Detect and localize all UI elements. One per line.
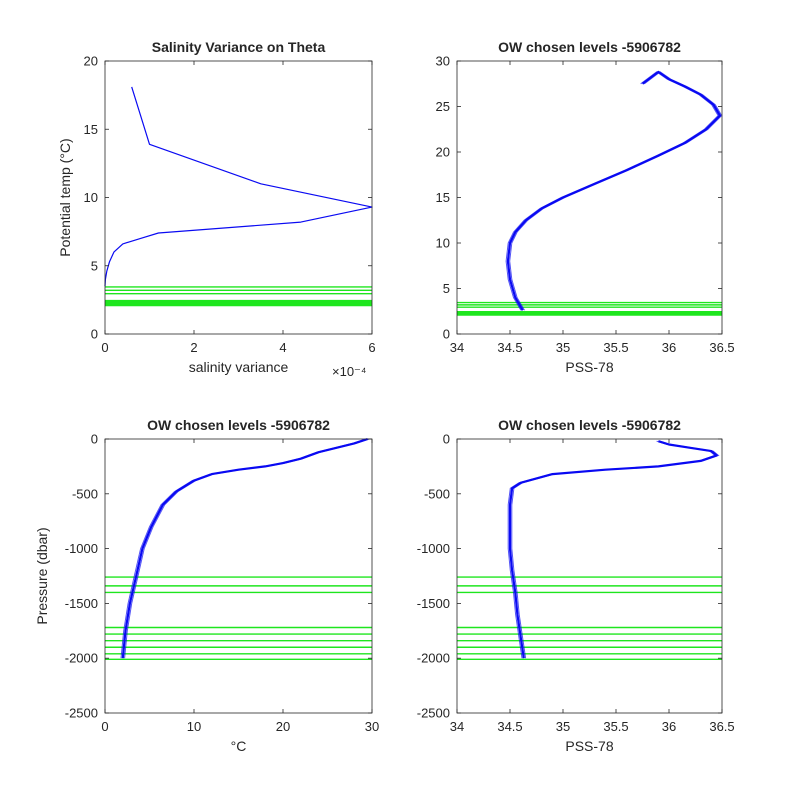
profile-line-variant	[124, 438, 370, 659]
x-tick-label: 35.5	[603, 719, 628, 734]
profile-line	[121, 437, 368, 659]
x-tick-label: 36.5	[709, 340, 734, 355]
subplot-2: 34 34.5 35 35.5 36 36.5 0 5 10 15 20 25 30 OW chosen …	[436, 39, 735, 375]
x-tick-label: 36	[662, 340, 676, 355]
y-tick-label: -1500	[65, 596, 98, 611]
x-tick-label: 36.5	[709, 719, 734, 734]
y-tick-label: -500	[424, 486, 450, 501]
axes-box	[456, 438, 723, 714]
x-tick-label: 0	[101, 719, 108, 734]
x-tick-label: 35	[556, 340, 570, 355]
x-tick-label: 34.5	[497, 719, 522, 734]
x-tick-label: 0	[101, 340, 108, 355]
x-tick-label: 2	[190, 340, 197, 355]
y-axis-label: Pressure (dbar)	[34, 527, 50, 624]
subplot-4: 34 34.5 35 35.5 36 36.5 -2500 -2000 -1500 -1000 -5…	[417, 417, 735, 754]
y-tick-label: 25	[436, 99, 450, 114]
y-tick-label: -1000	[65, 541, 98, 556]
y-tick-label: 0	[443, 432, 450, 447]
x-tick-label: 34	[450, 719, 464, 734]
x-tick-label: 36	[662, 719, 676, 734]
profile-line-variant	[511, 440, 720, 659]
y-tick-label: -1000	[417, 541, 450, 556]
profile-line-variant	[509, 71, 723, 311]
profile-line-variant	[505, 71, 719, 311]
y-tick-label: 30	[436, 54, 450, 69]
x-axis-label: °C	[231, 738, 247, 754]
y-tick-label: -500	[72, 486, 98, 501]
y-tick-label: 20	[436, 145, 450, 160]
y-axis-label: Potential temp (°C)	[57, 138, 73, 256]
x-tick-label: 4	[279, 340, 286, 355]
x-tick-label: 6	[368, 340, 375, 355]
y-tick-label: -1500	[417, 596, 450, 611]
x-tick-label: 35.5	[603, 340, 628, 355]
x-tick-label: 20	[276, 719, 290, 734]
profile-line-variant	[120, 438, 366, 659]
subplot-3: 0 10 20 30 -2500 -2000 -1500 -1000 -500 0 OW chose…	[34, 417, 379, 754]
x-exponent-label: ×10⁻⁴	[332, 364, 367, 379]
y-tick-label: 0	[91, 432, 98, 447]
x-tick-label: 34.5	[497, 340, 522, 355]
y-tick-label: 15	[84, 122, 98, 137]
subplot-title: OW chosen levels -5906782	[498, 39, 681, 55]
y-tick-label: -2000	[65, 651, 98, 666]
profile-line	[104, 86, 373, 287]
subplot-title: OW chosen levels -5906782	[147, 417, 330, 433]
y-tick-label: 5	[443, 281, 450, 296]
x-tick-label: 35	[556, 719, 570, 734]
y-tick-label: 10	[436, 236, 450, 251]
x-tick-label: 30	[365, 719, 379, 734]
x-axis-label: PSS-78	[565, 359, 613, 375]
x-tick-label: 10	[187, 719, 201, 734]
y-tick-label: -2500	[417, 706, 450, 721]
axes-box	[456, 60, 723, 335]
subplot-title: Salinity Variance on Theta	[152, 39, 326, 55]
y-tick-label: 20	[84, 54, 98, 69]
profile-line	[508, 440, 718, 659]
x-tick-label: 34	[450, 340, 464, 355]
y-tick-label: -2000	[417, 651, 450, 666]
profile-line-variant	[507, 440, 716, 659]
y-tick-label: 5	[91, 258, 98, 273]
y-tick-label: 0	[443, 327, 450, 342]
subplot-1: 0 2 4 6 0 5 10 15 20 Salinity Variance on Theta sa…	[57, 39, 376, 379]
y-tick-label: -2500	[65, 706, 98, 721]
y-tick-label: 0	[91, 327, 98, 342]
y-tick-label: 15	[436, 190, 450, 205]
x-axis-label: salinity variance	[189, 359, 289, 375]
axes-box	[104, 438, 373, 714]
y-tick-label: 10	[84, 190, 98, 205]
subplot-title: OW chosen levels -5906782	[498, 417, 681, 433]
x-axis-label: PSS-78	[565, 738, 613, 754]
profile-line	[506, 70, 722, 311]
